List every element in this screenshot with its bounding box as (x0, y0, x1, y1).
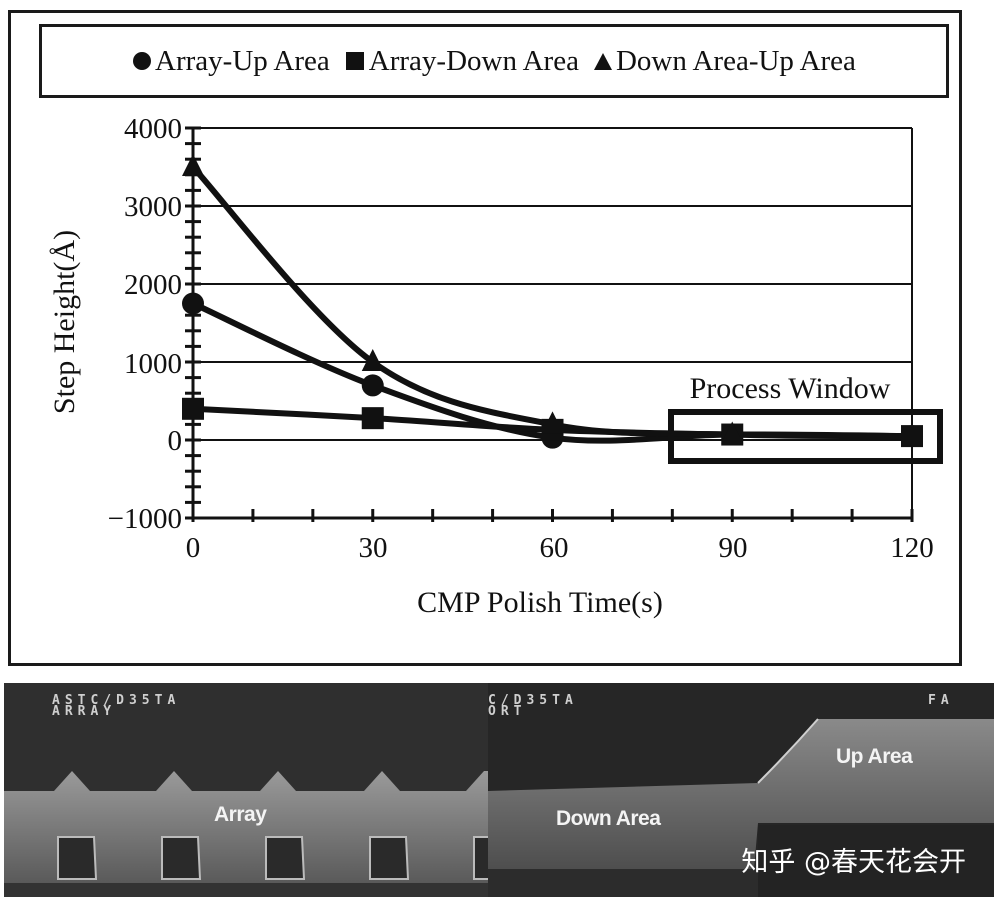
sem-code-text-right: FA (928, 693, 954, 708)
y-tick-label: 2000 (124, 269, 182, 301)
y-tick-label: 0 (168, 425, 183, 457)
legend-item-array-down: Array-Down Area (344, 45, 579, 78)
data-markers (182, 154, 923, 449)
watermark-text: 知乎 @春天花会开 (741, 847, 966, 878)
triangle-marker-icon (541, 411, 564, 434)
process-window-box (668, 409, 943, 464)
array-cross-section-graphic (4, 683, 490, 897)
x-tick-label: 120 (890, 532, 934, 564)
y-tick-label: 4000 (124, 113, 182, 145)
circle-marker-icon (133, 52, 152, 70)
y-tick-label: 1000 (124, 348, 182, 380)
chart-legend: Array-Up Area Array-Down Area Down Area-… (39, 24, 949, 98)
x-tick-label: 90 (719, 532, 748, 564)
sem-image-array: ASTC/D35TA ARRAY Array (4, 683, 490, 897)
triangle-marker-icon (721, 421, 744, 444)
circle-marker-icon (361, 374, 384, 397)
x-tick-label: 60 (540, 532, 569, 564)
legend-label: Array-Up Area (155, 44, 330, 77)
y-axis-label: Step Height(Å) (48, 230, 81, 414)
array-label: Array (214, 803, 267, 826)
circle-marker-icon (182, 292, 204, 315)
down-area-label: Down Area (556, 807, 661, 830)
x-axis-label: CMP Polish Time(s) (417, 586, 663, 619)
chart-frame (8, 10, 962, 666)
sem-code-text: ASTC/D35TA ARRAY (52, 693, 181, 719)
y-tick-label: 3000 (124, 191, 182, 223)
triangle-marker-icon (593, 53, 612, 70)
x-tick-label: 30 (359, 532, 388, 564)
triangle-marker-icon (361, 349, 384, 371)
up-area-label: Up Area (836, 745, 913, 768)
x-tick-labels: 0 30 60 90 120 (186, 532, 934, 564)
tick-marks (185, 126, 914, 522)
legend-item-down-up: Down Area-Up Area (593, 45, 856, 78)
sem-images: ASTC/D35TA ARRAY Array C/D35TA ORT FA Up… (0, 683, 1000, 909)
sem-code-text: C/D35TA ORT (488, 693, 578, 719)
square-marker-icon (345, 52, 364, 70)
process-window-label: Process Window (690, 372, 891, 405)
triangle-marker-icon (901, 423, 923, 446)
y-tick-labels: 4000 3000 2000 1000 0 −1000 (108, 113, 182, 535)
legend-item-array-up: Array-Up Area (132, 45, 330, 78)
legend-label: Down Area-Up Area (615, 44, 856, 77)
square-marker-icon (361, 407, 384, 430)
square-marker-icon (182, 397, 204, 420)
triangle-marker-icon (182, 154, 204, 176)
step-cross-section-graphic (488, 683, 994, 897)
x-tick-label: 0 (186, 532, 201, 564)
sem-image-down-up: C/D35TA ORT FA Up Area Down Area 知乎 @春天花… (488, 683, 994, 897)
legend-label: Array-Down Area (368, 44, 579, 77)
y-tick-label: −1000 (108, 503, 182, 535)
line-chart: 4000 3000 2000 1000 0 −1000 0 30 60 90 1… (48, 113, 943, 619)
